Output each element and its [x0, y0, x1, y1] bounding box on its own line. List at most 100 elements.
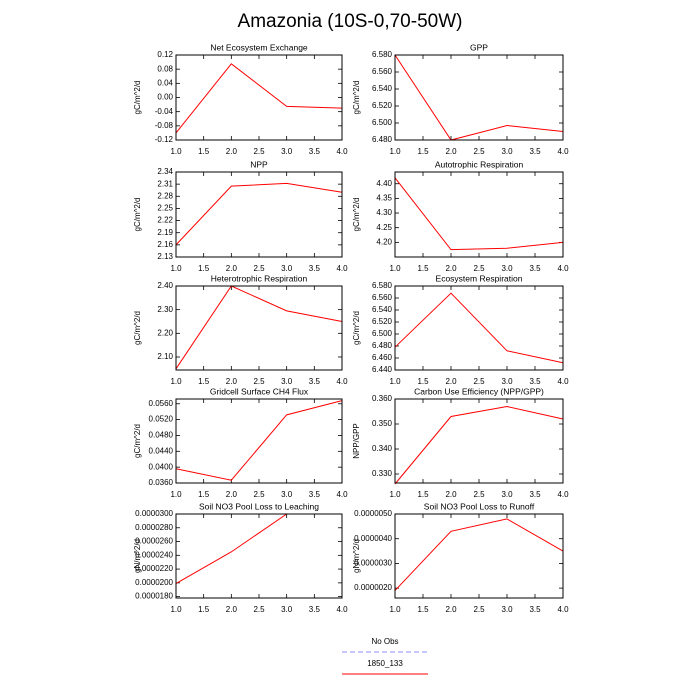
y-tick-label: 0.0000050 — [354, 509, 392, 518]
y-axis-label: gC/m^2/d — [352, 198, 361, 232]
x-tick-label: 1.0 — [389, 147, 401, 156]
y-tick-label: 6.540 — [372, 305, 393, 314]
y-tick-label: 6.520 — [372, 317, 393, 326]
x-tick-label: 3.5 — [529, 377, 541, 386]
y-tick-label: 2.31 — [157, 179, 173, 188]
x-tick-label: 1.5 — [198, 264, 210, 273]
y-tick-label: 2.34 — [157, 167, 173, 176]
y-tick-label: 4.30 — [376, 208, 392, 217]
x-tick-label: 2.0 — [226, 490, 238, 499]
x-tick-label: 3.5 — [529, 264, 541, 273]
x-tick-label: 1.0 — [389, 605, 401, 614]
y-tick-label: 6.500 — [372, 329, 393, 338]
y-tick-label: 2.10 — [157, 352, 173, 361]
y-axis-label: gN/m^2/d — [352, 539, 361, 573]
x-tick-label: 2.5 — [253, 264, 265, 273]
x-tick-label: 2.5 — [253, 490, 265, 499]
y-tick-label: 0.0000280 — [135, 523, 173, 532]
x-tick-label: 2.5 — [253, 605, 265, 614]
x-tick-label: 4.0 — [557, 490, 569, 499]
panel-title: Ecosystem Respiration — [436, 273, 523, 283]
x-tick-label: 1.5 — [417, 377, 429, 386]
y-axis-label: gN/m^2/d — [133, 539, 142, 573]
x-tick-label: 2.5 — [473, 147, 485, 156]
data-line — [175, 285, 343, 370]
panel-title: Heterotrophic Respiration — [211, 273, 308, 283]
x-tick-label: 1.5 — [198, 147, 210, 156]
x-tick-label: 1.5 — [417, 264, 429, 273]
plot-frame — [394, 398, 564, 484]
y-tick-label: -0.08 — [155, 121, 174, 130]
y-tick-label: 6.580 — [372, 281, 393, 290]
data-line — [394, 292, 564, 364]
y-tick-label: 6.580 — [372, 50, 393, 59]
y-tick-label: 0.0400 — [149, 462, 174, 471]
x-tick-label: 2.0 — [445, 147, 457, 156]
y-tick-label: 2.19 — [157, 228, 173, 237]
x-tick-label: 2.0 — [445, 377, 457, 386]
plot-frame — [175, 54, 343, 141]
x-tick-label: 3.0 — [501, 147, 513, 156]
plot-frame — [394, 285, 564, 371]
panel-title: Net Ecosystem Exchange — [210, 42, 308, 52]
x-tick-label: 2.0 — [226, 147, 238, 156]
y-tick-label: 2.30 — [157, 305, 173, 314]
y-tick-label: 6.460 — [372, 353, 393, 362]
x-tick-label: 3.5 — [529, 147, 541, 156]
x-tick-label: 3.0 — [281, 264, 293, 273]
x-tick-label: 3.0 — [501, 605, 513, 614]
data-line — [394, 54, 564, 141]
legend-label: No Obs — [371, 637, 398, 646]
plot-frame — [175, 398, 343, 484]
y-tick-label: 2.25 — [157, 204, 173, 213]
plot-frame — [394, 171, 564, 258]
y-tick-label: 6.480 — [372, 135, 393, 144]
x-tick-label: 4.0 — [336, 490, 348, 499]
panel-title: Soil NO3 Pool Loss to Leaching — [199, 501, 319, 511]
y-tick-label: 0.12 — [157, 50, 173, 59]
panel-title: Autotrophic Respiration — [435, 159, 524, 169]
plot-frame — [175, 513, 343, 599]
x-tick-label: 2.5 — [473, 377, 485, 386]
y-axis-label: gC/m^2/d — [352, 311, 361, 345]
x-tick-label: 3.0 — [281, 605, 293, 614]
data-line — [175, 400, 343, 481]
y-tick-label: 6.540 — [372, 84, 393, 93]
y-tick-label: 6.500 — [372, 118, 393, 127]
y-tick-label: 0.0000300 — [135, 509, 173, 518]
x-tick-label: 1.5 — [417, 147, 429, 156]
y-tick-label: 6.480 — [372, 341, 393, 350]
y-tick-label: 2.22 — [157, 216, 173, 225]
y-tick-label: 0.0000030 — [354, 559, 392, 568]
y-tick-label: 2.40 — [157, 281, 173, 290]
x-tick-label: 2.5 — [473, 490, 485, 499]
data-line — [175, 63, 343, 134]
x-tick-label: 3.5 — [309, 605, 321, 614]
x-tick-label: 2.0 — [226, 605, 238, 614]
y-tick-label: -0.04 — [155, 107, 174, 116]
x-tick-label: 4.0 — [557, 147, 569, 156]
y-tick-label: 6.440 — [372, 365, 393, 374]
x-tick-label: 3.0 — [281, 377, 293, 386]
y-axis-label: gC/m^2/d — [133, 81, 142, 115]
panel-title: NPP — [250, 159, 268, 169]
x-tick-label: 2.0 — [226, 377, 238, 386]
x-tick-label: 3.5 — [309, 490, 321, 499]
x-tick-label: 4.0 — [336, 264, 348, 273]
data-line — [394, 518, 564, 591]
panel-title: Soil NO3 Pool Loss to Runoff — [424, 501, 535, 511]
x-tick-label: 1.5 — [198, 377, 210, 386]
x-tick-label: 2.0 — [445, 605, 457, 614]
y-tick-label: 0.04 — [157, 78, 173, 87]
y-tick-label: 0.330 — [372, 469, 393, 478]
x-tick-label: 2.5 — [253, 147, 265, 156]
y-tick-label: 0.0000200 — [135, 578, 173, 587]
x-tick-label: 2.5 — [473, 264, 485, 273]
y-tick-label: 4.35 — [376, 193, 392, 202]
x-tick-label: 2.0 — [445, 490, 457, 499]
x-tick-label: 4.0 — [557, 377, 569, 386]
y-tick-label: 0.0000220 — [135, 564, 173, 573]
y-tick-label: 4.40 — [376, 179, 392, 188]
